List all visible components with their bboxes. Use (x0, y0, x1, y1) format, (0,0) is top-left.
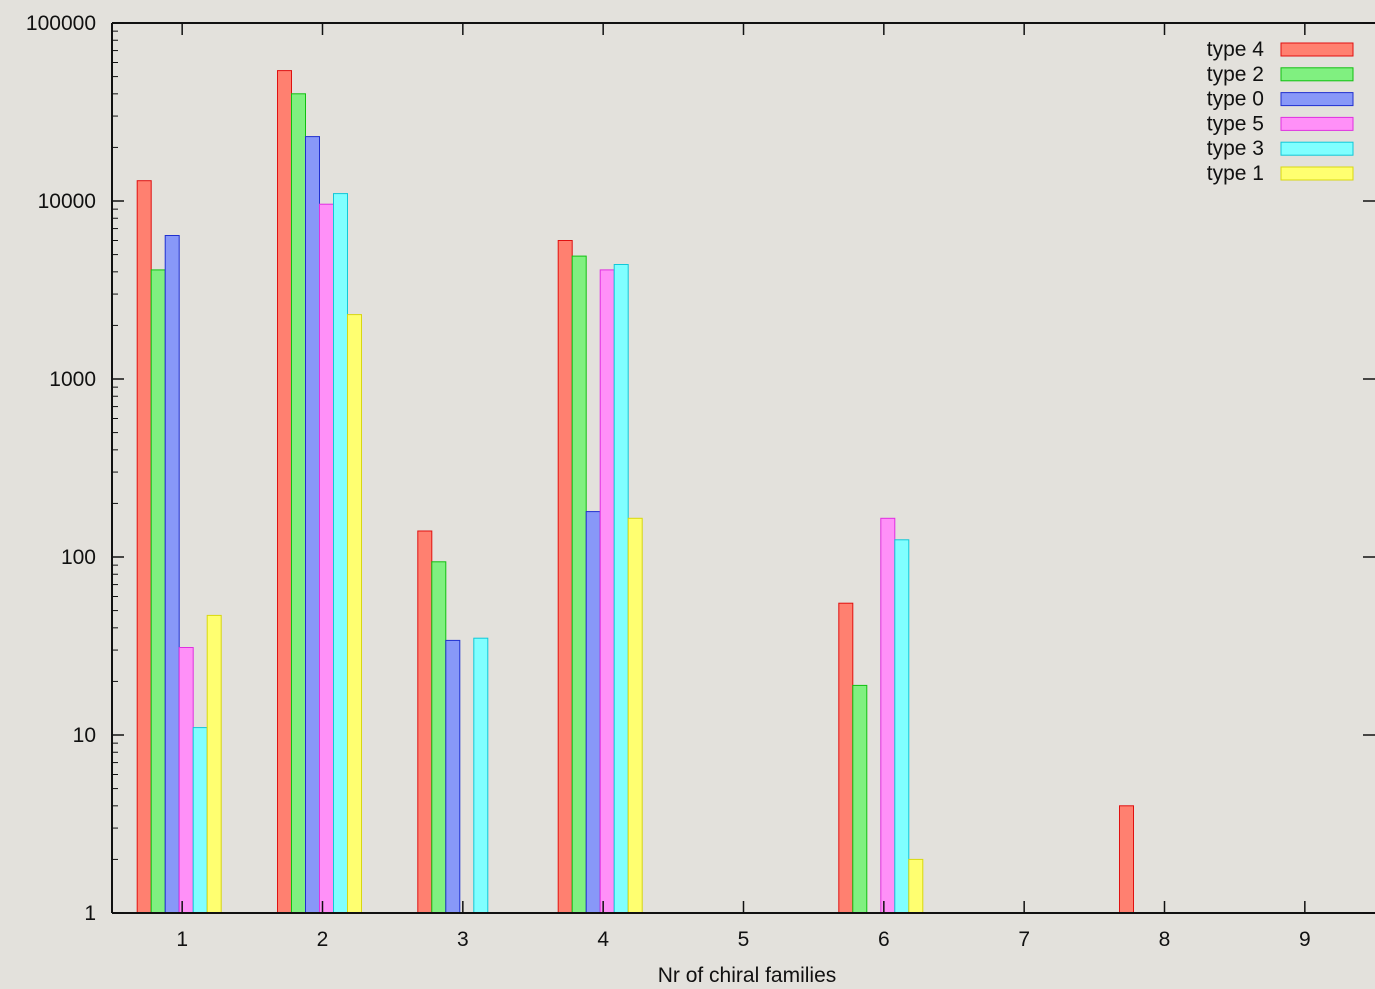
bar-type-1-2 (347, 314, 362, 914)
bar-type-2-3 (431, 561, 447, 914)
x-tick-label-4: 4 (597, 928, 609, 951)
bar-type-3-3 (473, 637, 489, 914)
legend-swatch-type-0 (1280, 92, 1354, 107)
legend-swatch-type-1 (1280, 166, 1354, 181)
bar-type-0-1 (164, 235, 180, 914)
legend-label-type-0: type 0 (1207, 88, 1264, 111)
y-tick-label-1: 1 (84, 902, 96, 925)
bar-type-4-3 (417, 530, 433, 914)
bar-type-4-8 (1119, 805, 1134, 914)
legend-swatch-type-3 (1280, 141, 1354, 156)
legend-label-type-2: type 2 (1207, 63, 1264, 86)
bar-type-2-1 (150, 269, 166, 914)
legend-label-type-1: type 1 (1207, 162, 1264, 185)
bar-type-2-2 (291, 93, 306, 914)
y-tick-label-100: 100 (61, 546, 96, 569)
x-tick-label-5: 5 (738, 928, 750, 951)
bar-type-0-3 (445, 639, 461, 914)
bar-type-4-2 (277, 70, 292, 914)
bar-type-1-6 (908, 858, 924, 914)
bar-type-5-1 (178, 647, 194, 914)
y-tick-label-10: 10 (73, 724, 96, 747)
x-tick-label-1: 1 (176, 928, 188, 951)
legend-label-type-4: type 4 (1207, 38, 1265, 61)
bar-type-3-4 (613, 264, 629, 914)
x-tick-label-7: 7 (1018, 928, 1030, 951)
legend-label-type-3: type 3 (1207, 137, 1264, 160)
bar-type-0-2 (305, 136, 320, 914)
bar-type-4-6 (838, 602, 854, 914)
bar-type-5-6 (880, 517, 896, 914)
bar-type-3-1 (192, 727, 208, 914)
x-axis-title: Nr of chiral families (658, 964, 837, 987)
y-tick-label-1000: 1000 (49, 368, 96, 391)
x-tick-label-6: 6 (878, 928, 890, 951)
x-tick-label-9: 9 (1299, 928, 1311, 951)
y-tick-label-10000: 10000 (38, 190, 96, 213)
bar-type-1-1 (206, 614, 222, 914)
bar-type-3-6 (894, 539, 910, 914)
y-tick-label-100000: 100000 (26, 12, 96, 35)
x-tick-label-2: 2 (317, 928, 329, 951)
x-tick-label-8: 8 (1159, 928, 1171, 951)
bar-type-0-4 (585, 511, 601, 914)
legend-swatch-type-5 (1280, 116, 1354, 131)
bar-type-5-4 (599, 269, 615, 914)
legend-label-type-5: type 5 (1207, 112, 1264, 135)
x-tick-label-3: 3 (457, 928, 469, 951)
bars-layer (136, 70, 1134, 914)
legend-swatch-type-4 (1280, 42, 1354, 57)
bar-type-4-4 (557, 240, 573, 914)
legend-swatch-type-2 (1280, 67, 1354, 82)
bar-type-2-6 (852, 684, 868, 914)
bar-type-4-1 (136, 180, 152, 914)
bar-type-5-2 (319, 203, 334, 914)
bar-type-1-4 (627, 517, 643, 914)
axes-layer: 1 10 100 1000 10000 100000 1 2 3 4 5 6 7 8 9 (26, 12, 1375, 951)
bar-type-2-4 (571, 255, 587, 914)
bar-type-3-2 (333, 193, 348, 914)
